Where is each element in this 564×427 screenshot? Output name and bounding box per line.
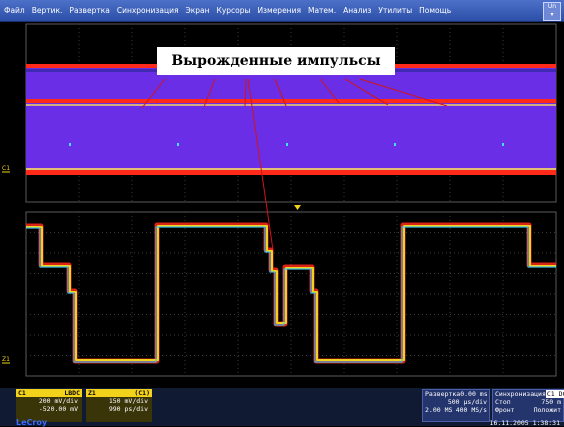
menu-item[interactable]: Экран — [185, 6, 210, 15]
trigger-tag: C1 DC — [545, 390, 564, 398]
timebase-delay: 0.00 ms — [460, 390, 488, 398]
timebase-label: Развертка — [425, 390, 461, 398]
annotation-text: Вырожденные импульсы — [171, 53, 381, 69]
menu-item[interactable]: Помощь — [419, 6, 452, 15]
channel-marker-z1[interactable]: Z1 — [2, 356, 10, 364]
brand-logo: LeCroy — [16, 418, 48, 427]
trigger-mode: Стоп — [495, 398, 511, 406]
menu-item[interactable]: Анализ — [343, 6, 372, 15]
scope-display[interactable]: C1 Z1 — [0, 22, 564, 388]
timebase-rate: 400 MS/s — [455, 406, 487, 414]
svg-text:Z1: Z1 — [2, 356, 10, 363]
c1-offset: -520.00 mV — [38, 405, 78, 413]
menu-item[interactable]: Файл — [4, 6, 25, 15]
menu-item[interactable]: Курсоры — [216, 6, 251, 15]
pointer-lines — [141, 78, 448, 251]
undo-button[interactable]: Un ▾ — [543, 2, 561, 21]
z1-time-div: 990 ps/div — [108, 405, 148, 413]
channel-marker-c1[interactable]: C1 — [2, 165, 10, 173]
channel-z1-box[interactable]: Z1 (C1) 150 mV/div 990 ps/div — [86, 389, 152, 422]
status-bar: C1 LBDC 200 mV/div -520.00 mV Z1 (C1) 15… — [0, 388, 564, 427]
persistence-band — [26, 64, 556, 175]
chevron-down-icon: ▾ — [550, 11, 554, 18]
c1-label: C1 — [18, 389, 26, 397]
lower-grid — [25, 211, 557, 377]
menu-item[interactable]: Измерения — [257, 6, 301, 15]
channel-c1-box[interactable]: C1 LBDC 200 mV/div -520.00 mV — [16, 389, 82, 422]
z1-volts-div: 150 mV/div — [108, 397, 148, 405]
menu-item[interactable]: Синхронизация — [116, 6, 179, 15]
waveform-trace — [26, 222, 556, 364]
z1-label: Z1 — [88, 389, 96, 397]
menu-item[interactable]: Развертка — [69, 6, 110, 15]
undo-label: Un — [547, 3, 557, 10]
timebase-box[interactable]: Развертка 0.00 ms 500 µs/div 2.00 MS 400 M… — [422, 389, 490, 422]
menu-bar: Файл Вертик. Развертка Синхронизация Экран Ку… — [0, 0, 564, 22]
z1-tag: (C1) — [134, 389, 150, 397]
timestamp: 16.11.2005 1:38:31 — [489, 419, 560, 427]
annotation-callout: Вырожденные импульсы — [157, 47, 395, 75]
c1-tag: LBDC — [64, 389, 80, 397]
menu-item[interactable]: Матем. — [307, 6, 337, 15]
display-canvas: C1 Z1 — [2, 23, 557, 377]
menu-item[interactable]: Вертик. — [31, 6, 63, 15]
menu-item[interactable]: Утилиты — [378, 6, 413, 15]
trigger-marker[interactable] — [294, 205, 301, 210]
trigger-label: Синхронизация — [495, 390, 546, 398]
timebase-div: 500 µs/div — [447, 398, 487, 406]
trigger-level: 750 m — [541, 398, 561, 406]
svg-text:C1: C1 — [2, 165, 10, 172]
c1-volts-div: 200 mV/div — [38, 397, 78, 405]
trigger-type: Фронт — [495, 406, 515, 414]
timebase-samples: 2.00 MS — [425, 406, 453, 414]
menu: Файл Вертик. Развертка Синхронизация Экран Ку… — [4, 0, 451, 21]
trigger-slope: Положит — [533, 406, 561, 414]
